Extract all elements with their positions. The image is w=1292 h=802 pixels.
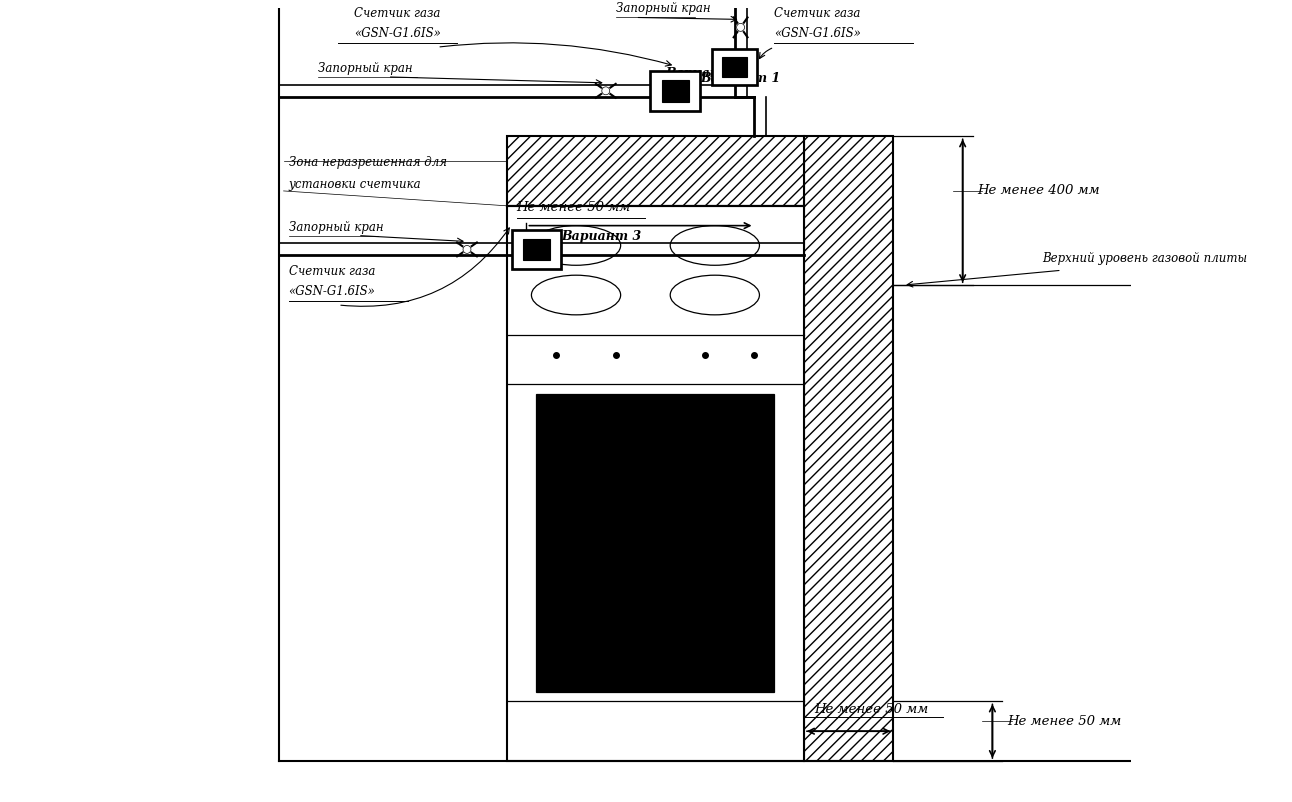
Text: Счетчик газа: Счетчик газа	[774, 7, 860, 20]
Text: Вариант 2: Вариант 2	[665, 67, 745, 80]
Text: Не менее 400 мм: Не менее 400 мм	[978, 184, 1101, 197]
Bar	[506, 206, 804, 761]
Text: Запорный кран: Запорный кран	[318, 62, 413, 75]
Ellipse shape	[671, 225, 760, 265]
Bar	[523, 238, 550, 261]
Text: Запорный кран: Запорный кран	[288, 221, 384, 233]
Text: Вариант 3: Вариант 3	[561, 230, 641, 244]
Circle shape	[463, 245, 472, 253]
Ellipse shape	[671, 275, 760, 315]
Bar	[512, 229, 561, 269]
Text: «GSN-G1.6IS»: «GSN-G1.6IS»	[774, 27, 862, 40]
Bar	[662, 80, 689, 102]
Text: Запорный кран: Запорный кран	[616, 2, 711, 15]
Circle shape	[602, 87, 610, 95]
Bar	[804, 136, 893, 761]
Text: Не менее 50 мм: Не менее 50 мм	[1008, 715, 1121, 727]
Ellipse shape	[531, 275, 620, 315]
Text: «GSN-G1.6IS»: «GSN-G1.6IS»	[354, 27, 441, 40]
Bar	[650, 71, 700, 111]
Text: Не менее 50 мм: Не менее 50 мм	[814, 703, 928, 716]
Text: Верхний уровень газовой плиты: Верхний уровень газовой плиты	[1041, 253, 1247, 265]
Bar	[536, 394, 774, 691]
Bar	[506, 136, 804, 206]
Text: Не менее 50 мм: Не менее 50 мм	[517, 200, 630, 214]
Bar	[722, 57, 747, 77]
Circle shape	[602, 87, 610, 95]
Bar	[712, 49, 757, 85]
Circle shape	[736, 23, 744, 31]
Ellipse shape	[531, 225, 620, 265]
Circle shape	[736, 23, 744, 31]
Circle shape	[463, 245, 472, 253]
Text: Зона неразрешенная для: Зона неразрешенная для	[288, 156, 447, 169]
Text: Счетчик газа: Счетчик газа	[288, 265, 375, 278]
Text: установки счетчика: установки счетчика	[288, 178, 421, 191]
Text: Вариант 1: Вариант 1	[700, 72, 780, 85]
Text: «GSN-G1.6IS»: «GSN-G1.6IS»	[288, 285, 376, 298]
Text: Счетчик газа: Счетчик газа	[354, 7, 441, 20]
